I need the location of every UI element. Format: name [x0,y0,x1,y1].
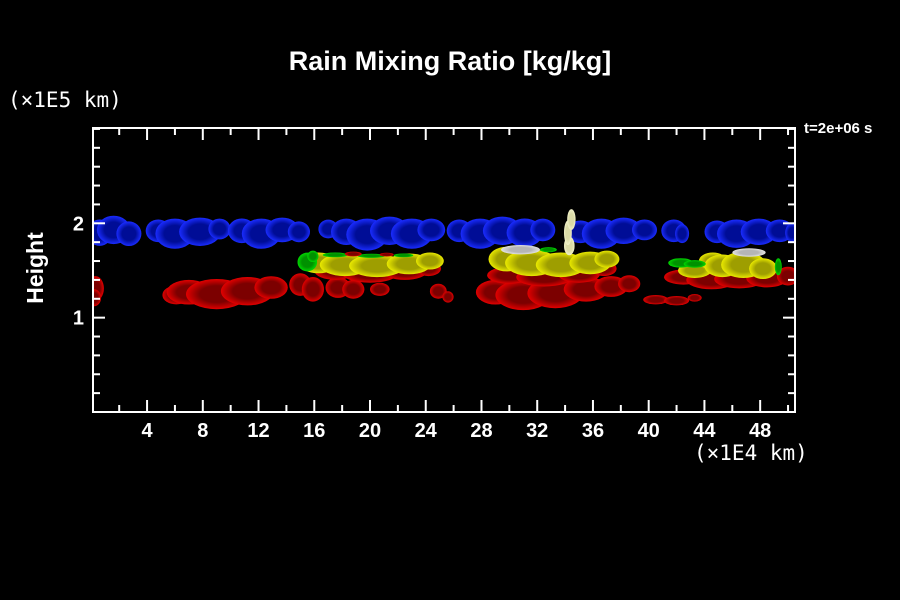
gray-highlight-patches-blob [501,245,540,255]
isosurface-blue-upper-band-blob [208,218,231,240]
isosurface-red-lower-band-blob [643,295,669,305]
isosurface-red-lower-band-blob [301,277,324,302]
gray-highlight-patches [501,245,766,257]
x-tick-label: 4 [142,420,154,442]
isosurface-yellow-mid-band-blob [416,252,444,270]
x-tick-label: 48 [749,420,771,442]
isosurface-blue-upper-band-blob [287,221,310,243]
axis-ticks [93,127,795,412]
x-tick-label: 16 [303,420,325,442]
x-axis-units-label: (×1E4 km) [694,441,808,465]
red-top-fringe-blob [379,252,394,257]
x-tick-label: 44 [693,420,716,442]
isosurface-green-patches-blob [774,258,782,276]
isosurface-red-lower-band-blob [254,276,288,299]
isosurface-blue-upper-band [94,215,794,251]
isosurface-red-lower-band-blob [664,296,690,306]
y-tick-label: 1 [73,308,84,330]
x-tick-label: 40 [638,420,660,442]
isosurface-yellow-mid-band-blob [594,250,620,268]
plot-title: Rain Mixing Ratio [kg/kg] [288,46,612,76]
isosurface-red-lower-band-blob [429,283,447,299]
isosurface-green-patches-blob [393,253,414,258]
isosurface-red-lower-band-blob [342,279,365,299]
x-tick-label: 20 [359,420,381,442]
isosurface-yellow-mid-band-blob [749,258,777,279]
isosurface-blue-upper-band-blob [116,221,142,246]
isosurface-blue-upper-band-blob [785,223,794,243]
isosurface-blue-upper-band-blob [605,217,642,244]
x-tick-label: 32 [526,420,548,442]
time-annotation: t=2e+06 s [804,120,873,137]
isosurface-yellow-mid-band [299,246,777,279]
isosurface-red-lower-band-blob [442,291,454,303]
isosurface-blue-upper-band-blob [632,219,657,241]
isosurface-layers [94,209,794,311]
y-axis-label: Height [22,232,48,304]
isosurface-green-patches-blob [357,253,386,258]
isosurface-green-patches-blob [683,260,706,268]
plot-box [92,127,796,413]
isosurface-blue-upper-band-blob [417,218,446,242]
red-top-fringe-blob [344,251,362,257]
isosurface-green-patches-blob [307,250,319,262]
cream-updraft-plume [564,209,576,256]
x-tick-label: 8 [197,420,208,442]
cream-updraft-plume-blob [567,209,576,230]
x-tick-label: 36 [582,420,604,442]
isosurface-green-patches [297,246,782,276]
x-tick-label: 24 [415,420,438,442]
isosurface-red-lower-band-blob [687,294,702,302]
y-tick-label: 2 [73,213,84,235]
isosurface-blue-upper-band-blob [530,218,556,242]
y-axis-units-label: (×1E5 km) [8,88,122,112]
x-tick-label: 12 [247,420,269,442]
isosurface-green-patches-blob [540,247,557,253]
isosurface-blue-upper-band-blob [675,224,690,244]
isosurface-red-lower-band-blob [618,275,641,293]
isosurface-red-lower-band-blob [370,282,390,296]
x-tick-label: 28 [470,420,492,442]
gray-highlight-patches-blob [732,248,766,257]
isosurface-green-patches-blob [322,252,348,258]
